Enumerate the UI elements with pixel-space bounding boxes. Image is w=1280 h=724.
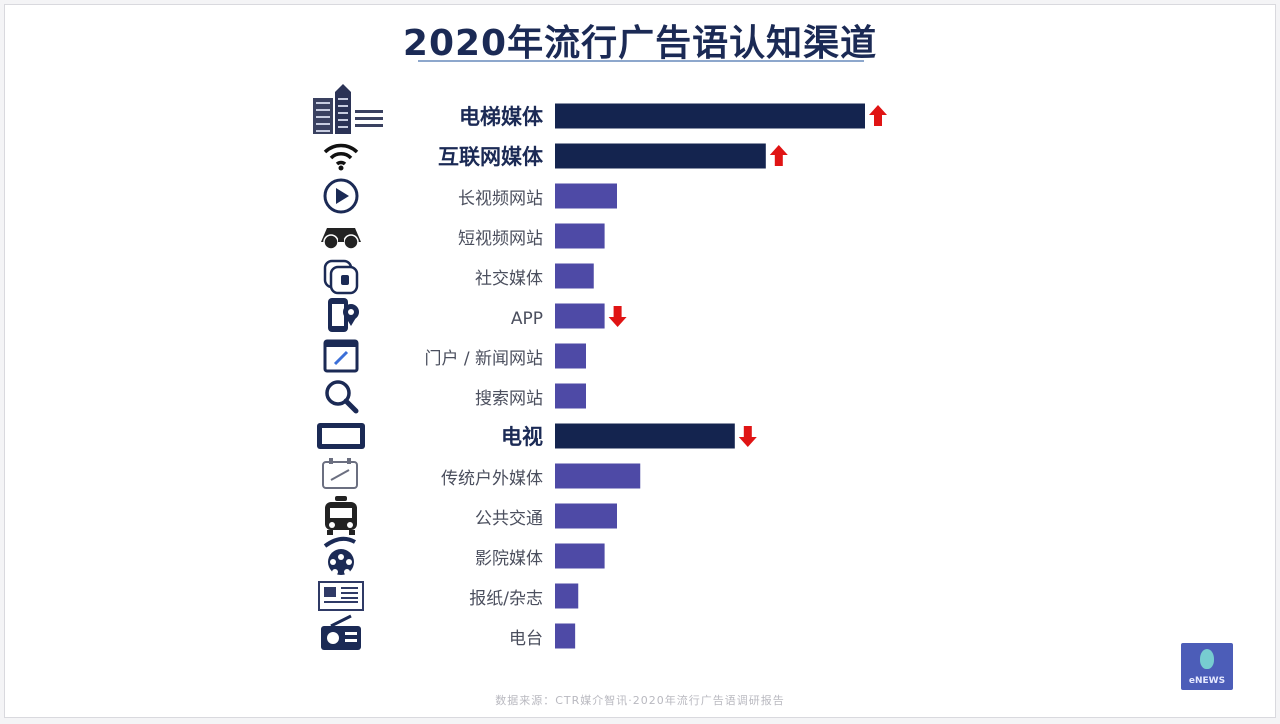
category-label: 社交媒体 — [475, 269, 543, 289]
play-circle-icon — [323, 178, 359, 214]
category-label: 传统户外媒体 — [441, 469, 543, 489]
vr-glasses-icon — [321, 228, 361, 250]
category-label: 公共交通 — [475, 509, 543, 529]
bar — [555, 543, 605, 569]
bar — [555, 263, 594, 289]
trend-down-arrow-icon — [738, 426, 757, 447]
category-label: 短视频网站 — [458, 229, 543, 249]
bar — [555, 383, 586, 409]
newspaper-icon — [318, 581, 364, 611]
trend-down-arrow-icon — [608, 306, 627, 327]
category-label: 电视 — [501, 425, 543, 449]
wifi-icon — [323, 143, 359, 171]
chart-title: 2020年流行广告语认知渠道 — [402, 23, 878, 64]
mobile-app-icon — [328, 298, 359, 332]
bar — [555, 103, 865, 129]
social-app-icon — [323, 259, 359, 295]
billboard-icon — [322, 458, 358, 489]
film-reel-icon — [323, 536, 356, 575]
bar — [555, 583, 579, 609]
tv-icon — [317, 423, 365, 449]
category-label: 搜索网站 — [475, 389, 543, 409]
category-label: 互联网媒体 — [438, 145, 544, 169]
category-label: APP — [511, 309, 543, 329]
title-underline — [418, 60, 864, 62]
category-label: 报纸/杂志 — [469, 589, 543, 609]
bar — [555, 503, 617, 529]
category-label: 电台 — [509, 629, 543, 649]
trend-up-arrow-icon — [869, 105, 887, 126]
building-icon — [313, 84, 383, 134]
bar — [555, 303, 605, 329]
category-label: 门户 / 新闻网站 — [424, 349, 543, 369]
browser-news-icon — [323, 339, 359, 373]
bar — [555, 423, 735, 449]
bar — [555, 463, 641, 489]
trend-up-arrow-icon — [769, 145, 788, 166]
bar — [555, 623, 576, 649]
footer-source: 数据来源：CTR媒介智讯·2020年流行广告语调研报告 — [495, 694, 785, 707]
brand-logo: eNEWS — [1181, 643, 1233, 690]
category-label: 电梯媒体 — [459, 105, 544, 129]
logo-text: eNEWS — [1188, 676, 1226, 686]
category-label: 影院媒体 — [475, 549, 543, 569]
bar — [555, 183, 617, 209]
category-label: 长视频网站 — [458, 189, 543, 209]
search-icon — [325, 380, 359, 414]
bar — [555, 343, 586, 369]
bus-icon — [325, 496, 357, 535]
logo-drop-icon — [1200, 649, 1214, 669]
radio-icon — [321, 614, 361, 650]
bar — [555, 143, 766, 169]
bar — [555, 223, 605, 249]
